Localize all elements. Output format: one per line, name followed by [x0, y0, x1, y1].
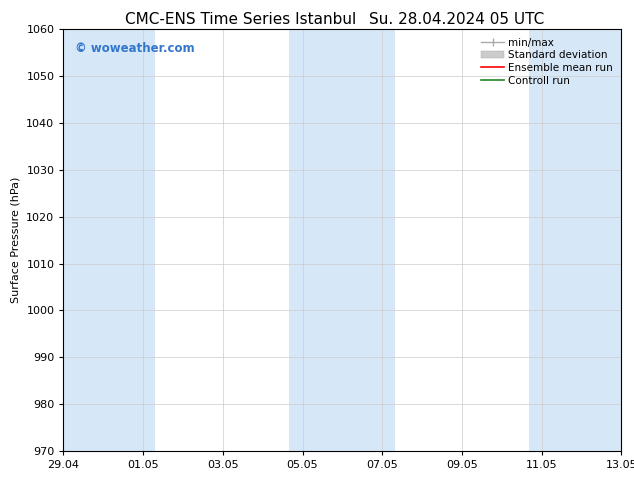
Text: © woweather.com: © woweather.com — [75, 42, 194, 55]
Legend: min/max, Standard deviation, Ensemble mean run, Controll run: min/max, Standard deviation, Ensemble me… — [478, 35, 616, 89]
Y-axis label: Surface Pressure (hPa): Surface Pressure (hPa) — [11, 177, 21, 303]
Bar — [55, 29, 155, 451]
Bar — [529, 29, 630, 451]
Text: Su. 28.04.2024 05 UTC: Su. 28.04.2024 05 UTC — [369, 12, 544, 27]
Bar — [289, 29, 396, 451]
Text: CMC-ENS Time Series Istanbul: CMC-ENS Time Series Istanbul — [126, 12, 356, 27]
